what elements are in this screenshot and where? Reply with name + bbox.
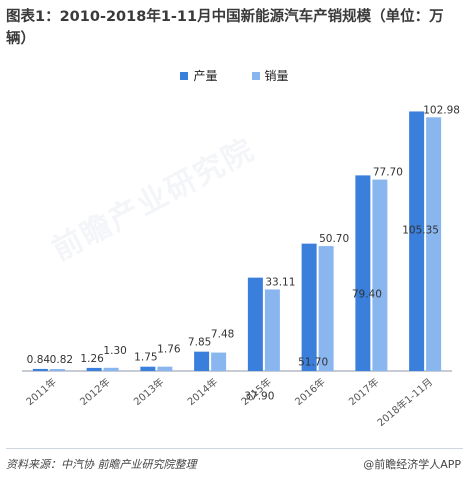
- bar-sales-6: [372, 179, 388, 371]
- data-label-sales-3: 7.48: [211, 329, 234, 341]
- bar-sales-5: [318, 246, 334, 371]
- bar-production-4: [247, 277, 263, 371]
- legend-item-sales: 销量: [251, 67, 289, 84]
- bar-production-1: [86, 367, 102, 371]
- x-tick-label-2: 2013年: [131, 375, 167, 408]
- bar-sales-1: [103, 367, 119, 371]
- data-label-sales-6: 77.70: [373, 167, 403, 179]
- bar-sales-0: [49, 368, 65, 371]
- legend-label-sales: 销量: [264, 69, 289, 83]
- x-tick-label-6: 2017年: [346, 375, 382, 408]
- chart-title: 图表1：2010-2018年1-11月中国新能源汽车产销规模（单位：万辆）: [6, 9, 444, 47]
- legend-swatch-production: [180, 71, 189, 80]
- brand-note: @前瞻经济学人APP: [363, 458, 461, 471]
- bar-production-0: [32, 368, 48, 371]
- legend-label-production: 产量: [193, 69, 218, 83]
- data-label-production-6: 79.40: [352, 288, 382, 300]
- data-label-production-2: 1.75: [134, 352, 157, 364]
- x-tick-label-7: 2018年1-11月: [374, 375, 435, 429]
- bar-production-7: [409, 111, 425, 372]
- x-tick-label-1: 2012年: [77, 375, 113, 408]
- legend-item-production: 产量: [180, 67, 218, 84]
- bar-production-2: [140, 366, 156, 371]
- bar-sales-7: [426, 117, 442, 371]
- data-label-production-7: 105.35: [402, 224, 439, 236]
- bar-sales-2: [157, 366, 173, 371]
- data-label-sales-2: 1.76: [157, 344, 181, 356]
- bar-sales-4: [264, 289, 280, 371]
- bar-production-5: [301, 243, 317, 371]
- bar-chart: 0.84 0.82 2011年 1.261.30 2012年 1.751.76 2013年 7…: [22, 104, 460, 429]
- data-label-sales-1: 1.30: [103, 345, 126, 357]
- bar-production-3: [194, 351, 210, 371]
- bar-sales-3: [211, 352, 227, 371]
- chart-legend: 产量 销量: [0, 67, 469, 84]
- data-label-sales-5: 50.70: [319, 233, 349, 245]
- footer-divider: [6, 448, 463, 449]
- source-note: 资料来源：中汽协 前瞻产业研究院整理: [6, 458, 197, 471]
- data-label-production-0: 0.84: [27, 354, 51, 366]
- data-label-sales-0: 0.82: [50, 354, 73, 366]
- legend-swatch-sales: [251, 71, 260, 80]
- data-label-production-3: 7.85: [188, 337, 211, 349]
- data-label-production-4: 37.90: [244, 391, 274, 403]
- data-label-sales-4: 33.11: [265, 276, 295, 288]
- data-label-sales-7: 102.98: [423, 104, 460, 116]
- x-tick-label-5: 2016年: [292, 375, 328, 408]
- x-tick-label-0: 2011年: [23, 375, 59, 408]
- data-label-production-5: 51.70: [298, 357, 328, 369]
- x-tick-label-3: 2014年: [185, 375, 221, 408]
- data-label-production-1: 1.26: [80, 353, 104, 365]
- bar-production-6: [355, 175, 371, 371]
